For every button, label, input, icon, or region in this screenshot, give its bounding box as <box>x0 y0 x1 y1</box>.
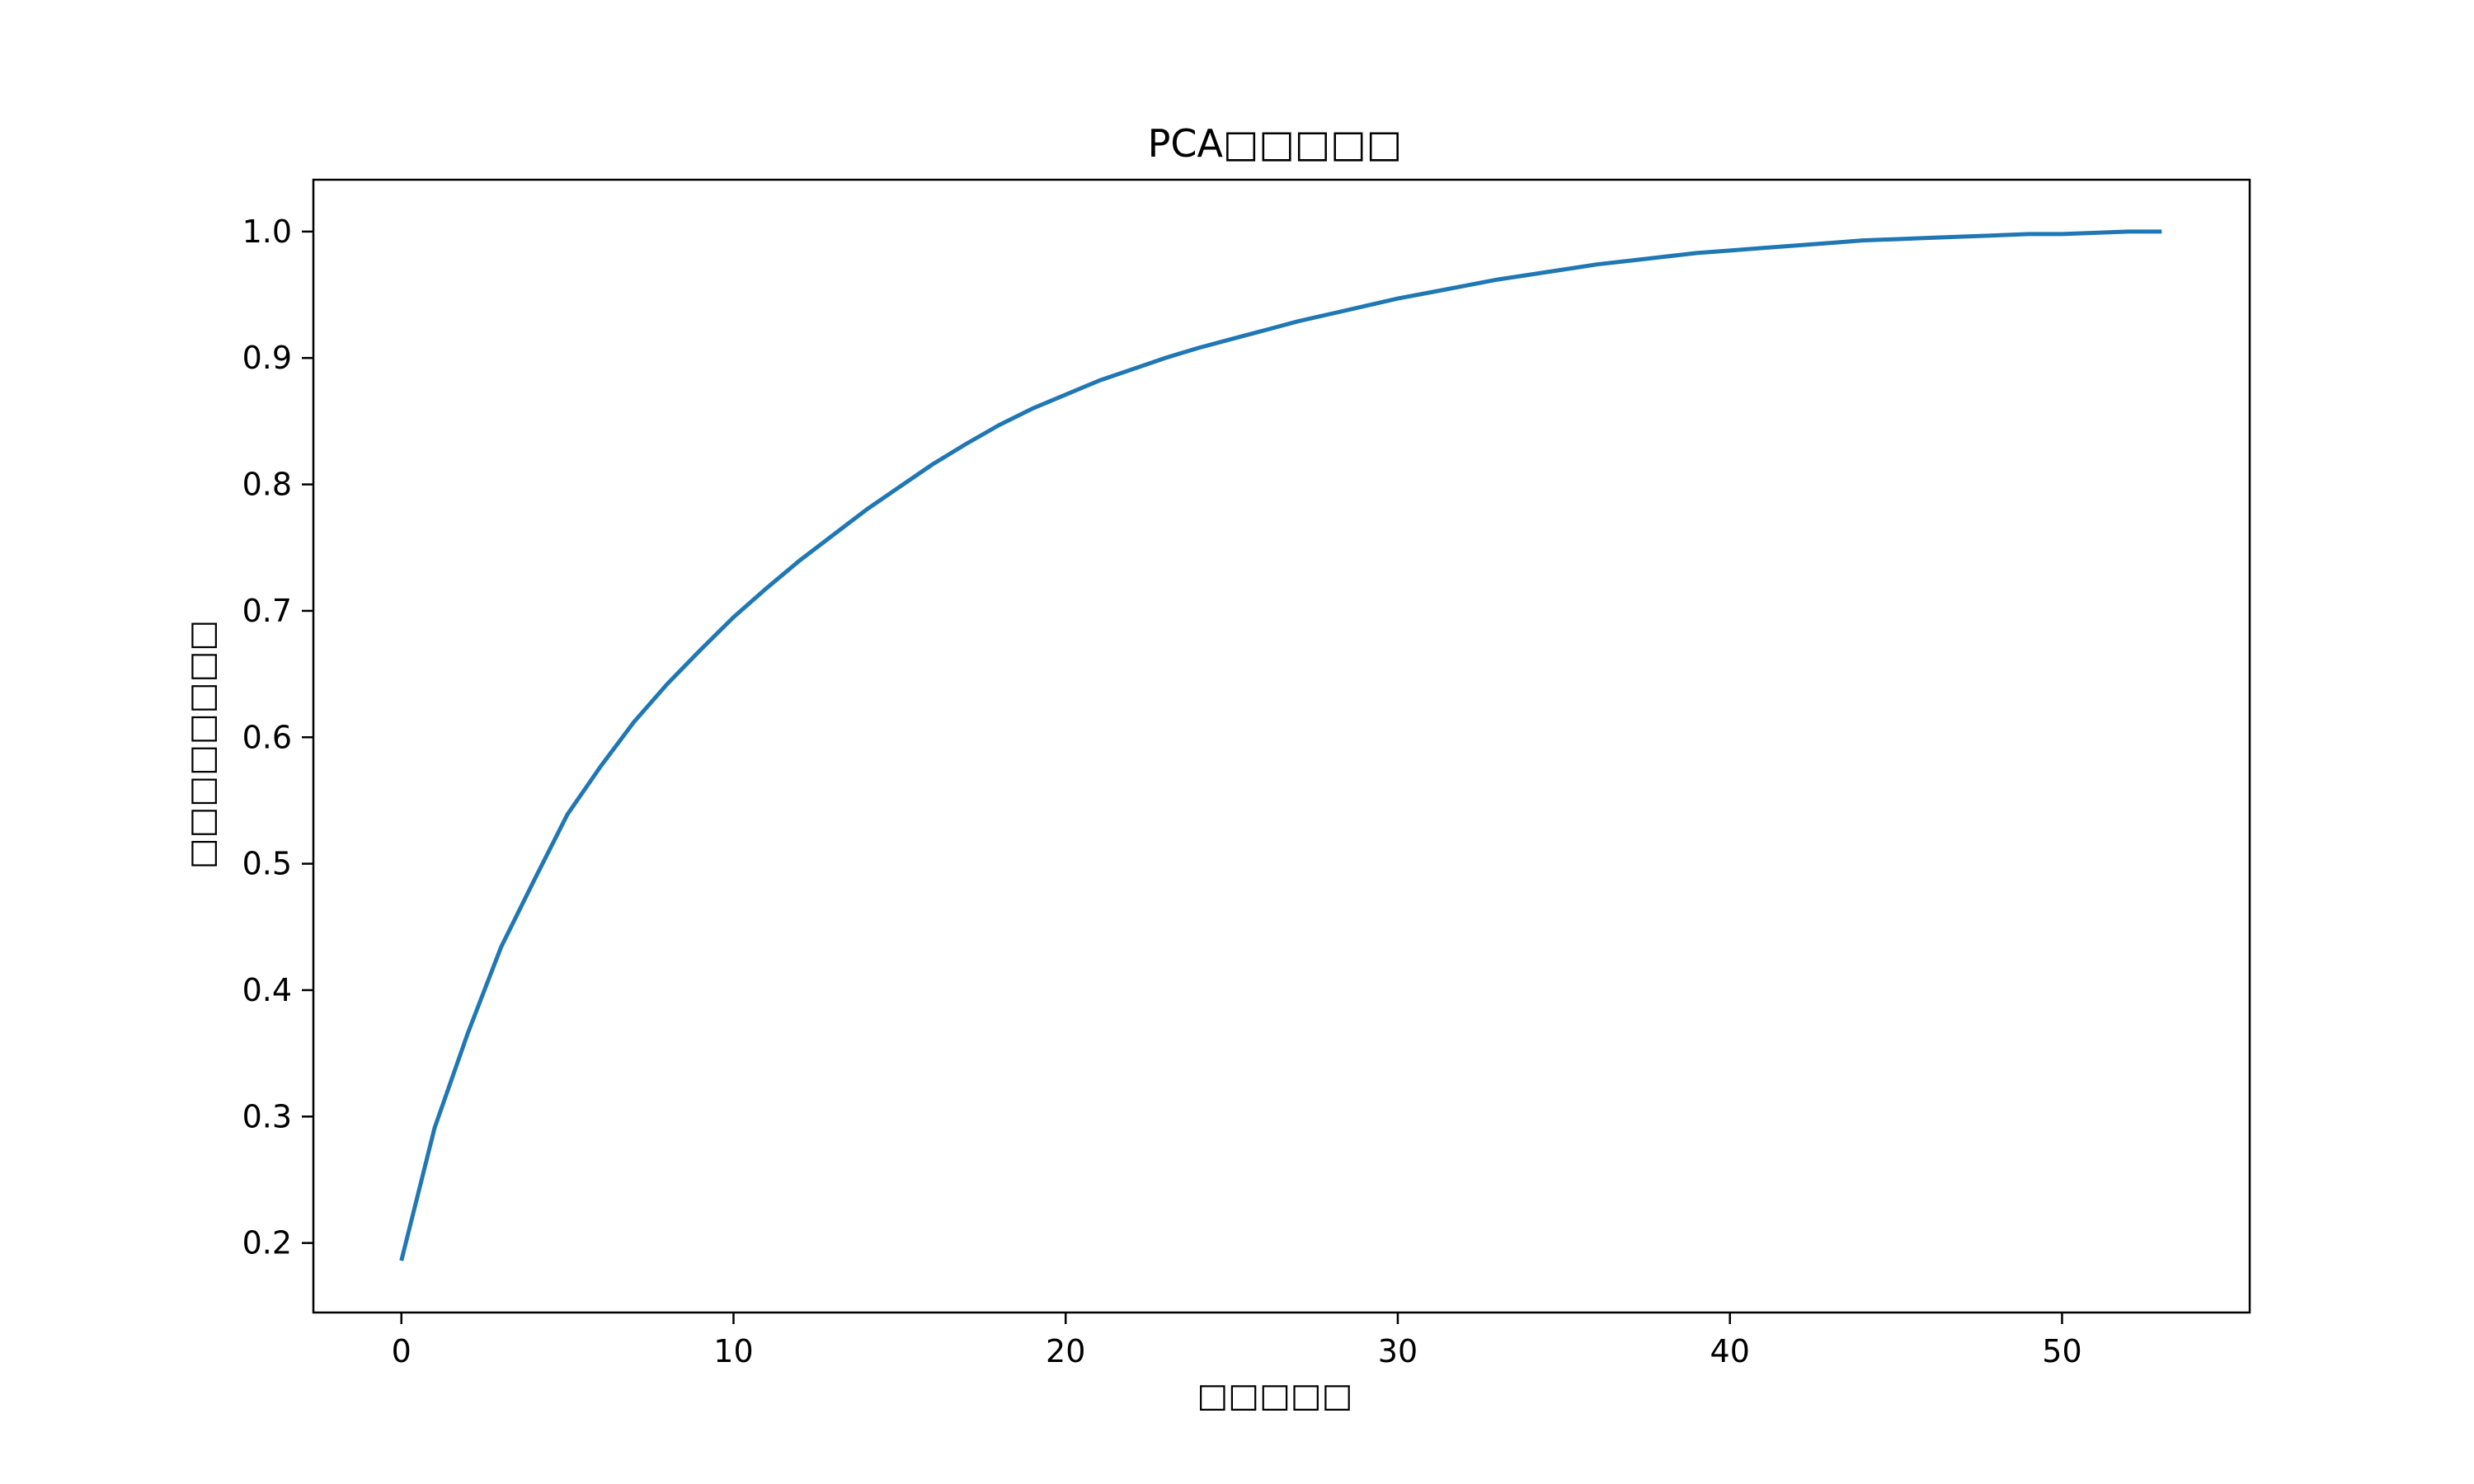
x-tick-label: 50 <box>2042 1333 2081 1369</box>
x-axis-title: □□□□□ <box>1197 1377 1353 1415</box>
y-axis-title: □□□□□□□□ <box>183 620 221 869</box>
y-tick-label: 0.4 <box>242 972 292 1008</box>
y-tick-label: 0.2 <box>242 1225 292 1261</box>
y-tick-label: 0.9 <box>242 340 292 376</box>
y-axis-ticks: 0.2 0.3 0.4 0.5 0.6 0.7 0.8 0.9 1.0 <box>242 214 313 1261</box>
chart-title: PCA□□□□□ <box>1148 121 1403 166</box>
y-tick-label: 0.5 <box>242 846 292 882</box>
x-tick-label: 30 <box>1378 1333 1418 1369</box>
x-axis-ticks: 0 10 20 30 40 50 <box>392 1313 2082 1369</box>
y-tick-label: 0.3 <box>242 1098 292 1134</box>
axes-frame <box>312 178 2251 1314</box>
y-tick-label: 0.8 <box>242 467 292 503</box>
y-tick-label: 0.6 <box>242 719 292 755</box>
x-tick-label: 0 <box>392 1333 412 1369</box>
plot-area: 0 10 20 30 40 50 0.2 0.3 0.4 0.5 0.6 0.7 0.8 0.9 1.0 <box>242 178 2251 1369</box>
y-tick-label: 1.0 <box>242 214 292 250</box>
x-tick-label: 20 <box>1046 1333 1085 1369</box>
x-tick-label: 10 <box>713 1333 753 1369</box>
series-layer <box>399 229 2162 1261</box>
x-tick-label: 40 <box>1710 1333 1750 1369</box>
y-tick-label: 0.7 <box>242 593 292 629</box>
series-line <box>399 229 2162 1261</box>
